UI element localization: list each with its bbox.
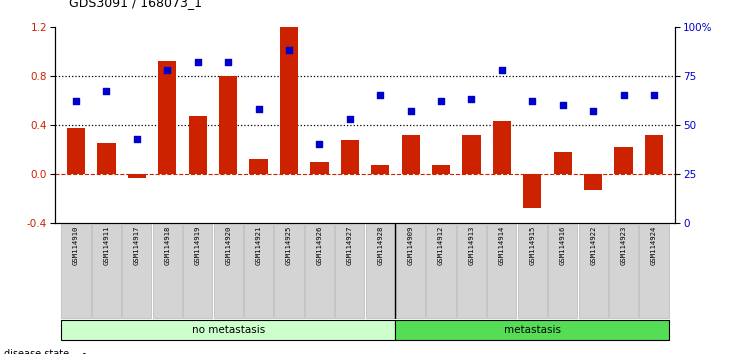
Point — [344, 116, 356, 122]
Text: GSM114926: GSM114926 — [316, 226, 323, 265]
Text: no metastasis: no metastasis — [191, 325, 265, 335]
FancyBboxPatch shape — [426, 224, 456, 318]
FancyBboxPatch shape — [396, 320, 669, 341]
Point — [648, 92, 660, 98]
Text: disease state: disease state — [4, 349, 69, 354]
FancyBboxPatch shape — [244, 224, 273, 318]
Bar — [341, 139, 359, 174]
Point — [192, 59, 204, 65]
Point — [161, 67, 173, 73]
Text: GSM114918: GSM114918 — [164, 226, 170, 265]
Point — [496, 67, 508, 73]
Text: GSM114927: GSM114927 — [347, 226, 353, 265]
FancyBboxPatch shape — [639, 224, 669, 318]
Text: GSM114924: GSM114924 — [651, 226, 657, 265]
Point — [283, 47, 295, 53]
Text: GSM114923: GSM114923 — [620, 226, 626, 265]
Bar — [402, 135, 420, 174]
Bar — [188, 116, 207, 174]
Text: GSM114913: GSM114913 — [469, 226, 475, 265]
Point — [618, 92, 629, 98]
Point — [101, 88, 112, 94]
Point — [131, 136, 143, 141]
Point — [557, 102, 569, 108]
Text: GSM114920: GSM114920 — [225, 226, 231, 265]
Point — [466, 96, 477, 102]
FancyBboxPatch shape — [214, 224, 242, 318]
FancyBboxPatch shape — [92, 224, 121, 318]
Bar — [584, 174, 602, 190]
Bar — [280, 25, 298, 174]
Bar — [371, 165, 389, 174]
FancyBboxPatch shape — [548, 224, 577, 318]
Point — [526, 98, 538, 104]
Bar — [219, 76, 237, 174]
FancyBboxPatch shape — [274, 224, 304, 318]
FancyBboxPatch shape — [123, 224, 152, 318]
Text: metastasis: metastasis — [504, 325, 561, 335]
FancyBboxPatch shape — [488, 224, 517, 318]
Bar — [128, 174, 146, 178]
Text: GSM114922: GSM114922 — [590, 226, 596, 265]
Bar — [97, 143, 115, 174]
FancyBboxPatch shape — [153, 224, 182, 318]
Point — [223, 59, 234, 65]
FancyBboxPatch shape — [579, 224, 607, 318]
Text: GSM114914: GSM114914 — [499, 226, 505, 265]
Point — [587, 108, 599, 114]
Bar — [462, 135, 480, 174]
FancyBboxPatch shape — [335, 224, 364, 318]
Bar — [250, 159, 268, 174]
Bar — [310, 162, 328, 174]
Bar — [523, 174, 542, 208]
Bar — [158, 61, 177, 174]
Text: GSM114915: GSM114915 — [529, 226, 535, 265]
Bar — [67, 129, 85, 174]
Text: GSM114912: GSM114912 — [438, 226, 444, 265]
FancyBboxPatch shape — [61, 224, 91, 318]
Bar — [645, 135, 663, 174]
Text: GDS3091 / 168073_1: GDS3091 / 168073_1 — [69, 0, 202, 9]
Bar — [615, 147, 633, 174]
FancyBboxPatch shape — [518, 224, 547, 318]
Text: GSM114916: GSM114916 — [560, 226, 566, 265]
Text: GSM114925: GSM114925 — [286, 226, 292, 265]
Point — [435, 98, 447, 104]
FancyBboxPatch shape — [396, 224, 426, 318]
Text: GSM114911: GSM114911 — [104, 226, 110, 265]
FancyBboxPatch shape — [305, 224, 334, 318]
Text: GSM114910: GSM114910 — [73, 226, 79, 265]
Bar — [553, 152, 572, 174]
Point — [374, 92, 386, 98]
FancyBboxPatch shape — [183, 224, 212, 318]
Point — [253, 106, 264, 112]
Text: GSM114921: GSM114921 — [255, 226, 261, 265]
FancyBboxPatch shape — [61, 320, 396, 341]
Bar — [493, 121, 511, 174]
FancyBboxPatch shape — [609, 224, 638, 318]
Text: GSM114909: GSM114909 — [407, 226, 414, 265]
Text: GSM114928: GSM114928 — [377, 226, 383, 265]
FancyBboxPatch shape — [366, 224, 395, 318]
Point — [314, 142, 326, 147]
FancyBboxPatch shape — [457, 224, 486, 318]
Bar — [432, 165, 450, 174]
Text: GSM114917: GSM114917 — [134, 226, 140, 265]
Point — [70, 98, 82, 104]
Point — [405, 108, 417, 114]
Text: GSM114919: GSM114919 — [195, 226, 201, 265]
